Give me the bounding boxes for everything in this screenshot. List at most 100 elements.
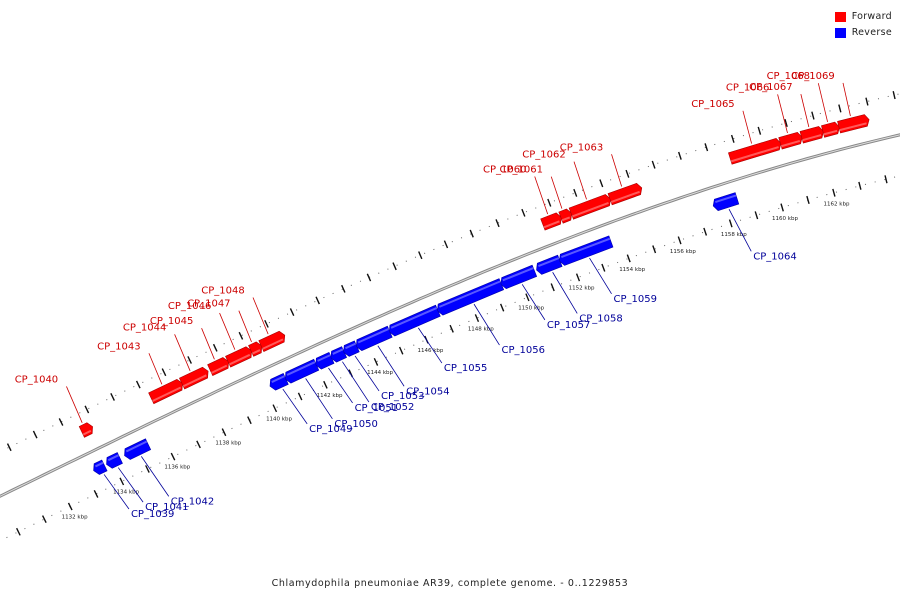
gene-arrow	[568, 194, 611, 220]
gene-leader-line	[282, 388, 308, 425]
tick-label: 1154 kbp	[619, 267, 645, 273]
gene-highlight	[823, 129, 838, 136]
forward-tick-mark	[730, 134, 735, 143]
gene-leader-line	[66, 386, 83, 423]
gene-cp-1052: CP_1052	[330, 346, 414, 413]
forward-tick-mark	[135, 380, 141, 389]
reverse-tick-mark	[373, 357, 379, 366]
gene-label: CP_1065	[691, 99, 734, 110]
legend-item-forward: Forward	[834, 9, 892, 24]
gene-highlight	[82, 429, 92, 436]
gene-label: CP_1052	[371, 402, 414, 413]
gene-leader-line	[148, 353, 163, 385]
gene-highlight	[152, 386, 182, 402]
forward-tick-mark	[6, 443, 12, 452]
forward-tick-mark	[161, 368, 167, 377]
forward-tick-mark	[547, 198, 552, 207]
gene-arrow	[93, 459, 108, 475]
tick-label: 1136 kbp	[164, 465, 190, 471]
gene-label: CP_1068	[767, 71, 810, 82]
forward-tick-mark	[84, 405, 90, 414]
gene-highlight	[715, 194, 737, 204]
reverse-tick-mark	[474, 314, 480, 323]
gene-arrow	[106, 452, 123, 469]
gene-label: CP_1061	[500, 165, 543, 176]
gene-leader-line	[550, 176, 563, 209]
gene-cp-1047: CP_1047	[187, 299, 263, 357]
gene-leader-line	[377, 345, 405, 387]
gene-label: CP_1059	[614, 294, 657, 305]
reverse-tick-mark	[626, 254, 631, 263]
gene-leader-line	[354, 355, 380, 392]
gene-cp-1049: CP_1049	[269, 373, 353, 435]
gene-label: CP_1063	[560, 142, 603, 153]
gene-leader-line	[534, 176, 549, 215]
gene-leader-line	[611, 154, 623, 187]
gene-label: CP_1055	[444, 363, 487, 374]
forward-tick-mark	[315, 296, 320, 305]
forward-tick-mark	[495, 219, 500, 228]
gene-label: CP_1057	[547, 320, 590, 331]
reverse-tick-mark	[884, 175, 888, 184]
gene-cp-1059: CP_1059	[559, 235, 657, 305]
forward-tick-mark	[469, 229, 474, 238]
gene-highlight	[251, 349, 261, 355]
reverse-tick-mark	[601, 263, 606, 272]
gene-label: CP_1060	[483, 164, 526, 175]
gene-arrow	[124, 438, 152, 460]
reverse-tick-mark	[525, 293, 530, 302]
reverse-tick-mark	[93, 490, 99, 498]
gene-leader-line	[589, 257, 612, 295]
gene-cp-1064: CP_1064	[712, 192, 797, 262]
gene-leader-line	[305, 378, 333, 420]
gene-cp-1062: CP_1062	[522, 150, 611, 220]
reverse-tick-mark	[196, 440, 201, 449]
forward-tick-mark	[58, 418, 64, 426]
gene-cp-1055: CP_1055	[388, 304, 487, 374]
forward-tick-mark	[865, 97, 869, 106]
forward-tick-mark	[264, 319, 269, 328]
forward-tick-mark	[892, 91, 896, 100]
forward-tick-mark	[443, 240, 449, 249]
gene-arrow	[728, 138, 782, 165]
gene-cp-1060: CP_1060	[483, 164, 562, 231]
tick-label: 1144 kbp	[367, 370, 393, 376]
tick-label: 1160 kbp	[772, 216, 798, 222]
gene-cp-1056: CP_1056	[437, 278, 545, 356]
gene-highlight	[332, 348, 344, 355]
tick-label: 1132 kbp	[62, 514, 88, 520]
gene-arrow	[712, 192, 740, 211]
legend: Forward Reverse	[834, 9, 892, 41]
reverse-tick-mark	[297, 392, 303, 401]
gene-highlight	[839, 122, 867, 132]
gene-leader-line	[342, 361, 370, 403]
reverse-tick-mark	[15, 527, 21, 536]
gene-cp-1042: CP_1042	[124, 438, 214, 507]
gene-cp-1048: CP_1048	[201, 285, 286, 352]
gene-arrow	[207, 357, 229, 377]
reverse-tick-mark	[652, 245, 657, 254]
gene-arrow	[540, 212, 562, 231]
legend-swatch-forward	[834, 11, 846, 22]
gene-highlight	[271, 375, 285, 383]
gene-leader-line	[573, 161, 587, 200]
gene-leader-line	[328, 367, 353, 404]
gene-label: CP_1045	[150, 316, 193, 327]
gene-leader-line	[141, 456, 170, 497]
gene-cp-1057: CP_1057	[500, 264, 590, 331]
tick-label: 1162 kbp	[824, 201, 850, 207]
gene-arrow	[559, 235, 614, 266]
gene-cp-1045: CP_1045	[150, 316, 229, 377]
gene-highlight	[357, 328, 389, 344]
gene-arrow	[225, 346, 252, 368]
gene-highlight	[107, 454, 120, 462]
gene-label: CP_1040	[15, 374, 58, 385]
gene-leader-line	[728, 209, 752, 252]
reverse-tick-mark	[323, 380, 328, 389]
gene-cp-1053: CP_1053	[343, 340, 425, 402]
gene-cp-1063: CP_1063	[560, 142, 643, 206]
tick-label: 1156 kbp	[670, 249, 696, 255]
reverse-tick-mark	[575, 273, 581, 282]
gene-highlight	[610, 190, 640, 203]
gene-cp-1068: CP_1068	[767, 71, 840, 138]
